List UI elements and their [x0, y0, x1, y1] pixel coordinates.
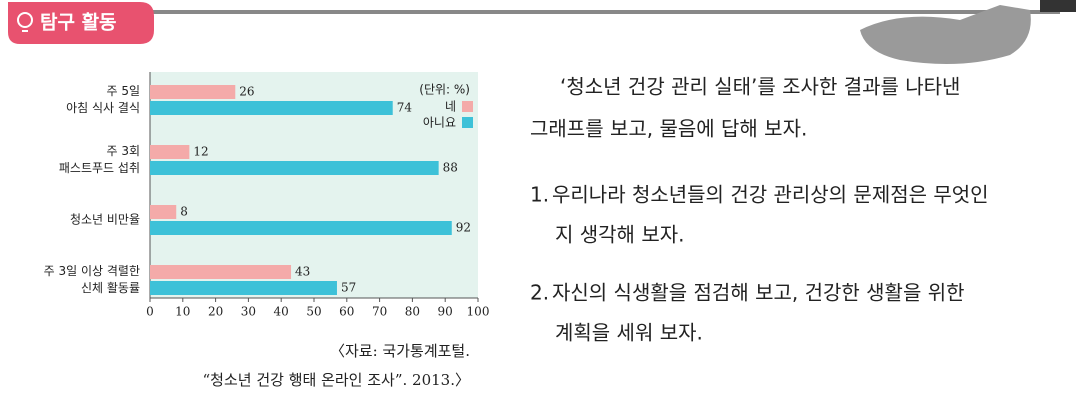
- category-label: 패스트푸드 섭취: [59, 161, 140, 175]
- category-label: 아침 식사 결식: [66, 101, 140, 115]
- question-line: 계획을 세워 보자.: [555, 321, 703, 345]
- question-number: 1.: [530, 183, 549, 207]
- unit-label: (단위: %): [419, 83, 470, 97]
- x-tick-label: 60: [339, 305, 354, 319]
- header-tab: [8, 2, 154, 44]
- bar: [150, 161, 439, 175]
- x-tick-label: 100: [467, 305, 490, 319]
- category-label: 주 3회: [106, 144, 140, 158]
- bar: [150, 85, 236, 99]
- bar: [150, 145, 190, 159]
- value-label: 26: [239, 85, 254, 99]
- category-label: 주 5일: [106, 84, 140, 98]
- value-label: 12: [193, 145, 208, 159]
- bulb-icon: [17, 12, 33, 28]
- legend-swatch: [462, 117, 473, 128]
- bar: [150, 221, 452, 235]
- header-title: 탐구 활동: [40, 12, 117, 34]
- x-tick-label: 20: [208, 305, 223, 319]
- intro-line: 그래프를 보고, 물음에 답해 보자.: [530, 117, 807, 141]
- legend-swatch: [462, 101, 473, 112]
- bar: [150, 205, 177, 219]
- bar: [150, 265, 292, 279]
- value-label: 74: [397, 101, 413, 115]
- x-tick-label: 10: [175, 305, 190, 319]
- category-label: 청소년 비만율: [70, 213, 140, 227]
- x-tick-label: 90: [438, 305, 453, 319]
- x-tick-label: 0: [146, 305, 154, 319]
- question-line: 지 생각해 보자.: [555, 223, 684, 247]
- shoe-illustration-part: [1040, 0, 1076, 12]
- question-line: 자신의 식생활을 점검해 보고, 건강한 생활을 위한: [552, 281, 965, 305]
- legend-label: 아니요: [423, 116, 456, 130]
- category-label: 주 3일 이상 격렬한: [44, 264, 140, 278]
- shoe-illustration: [860, 5, 1031, 64]
- x-tick-label: 30: [241, 305, 256, 319]
- bar: [150, 281, 337, 295]
- x-tick-label: 70: [372, 305, 387, 319]
- intro-line: ‘청소년 건강 관리 실태’를 조사한 결과를 나타낸: [560, 75, 960, 99]
- value-label: 57: [341, 281, 356, 295]
- legend-label: 네: [445, 100, 456, 114]
- source: 〈자료: 국가통계포털.: [330, 342, 470, 360]
- question-number: 2.: [530, 281, 549, 305]
- value-label: 43: [295, 265, 310, 279]
- question-line: 우리나라 청소년들의 건강 관리상의 문제점은 무엇인: [552, 183, 989, 207]
- value-label: 92: [456, 221, 471, 235]
- value-label: 8: [180, 205, 188, 219]
- source: “청소년 건강 행태 온라인 조사”. 2013.〉: [203, 371, 471, 389]
- bar: [150, 101, 393, 115]
- x-tick-label: 50: [306, 305, 321, 319]
- x-tick-label: 40: [274, 305, 289, 319]
- value-label: 88: [443, 161, 458, 175]
- x-tick-label: 80: [405, 305, 420, 319]
- category-label: 신체 활동률: [81, 281, 140, 295]
